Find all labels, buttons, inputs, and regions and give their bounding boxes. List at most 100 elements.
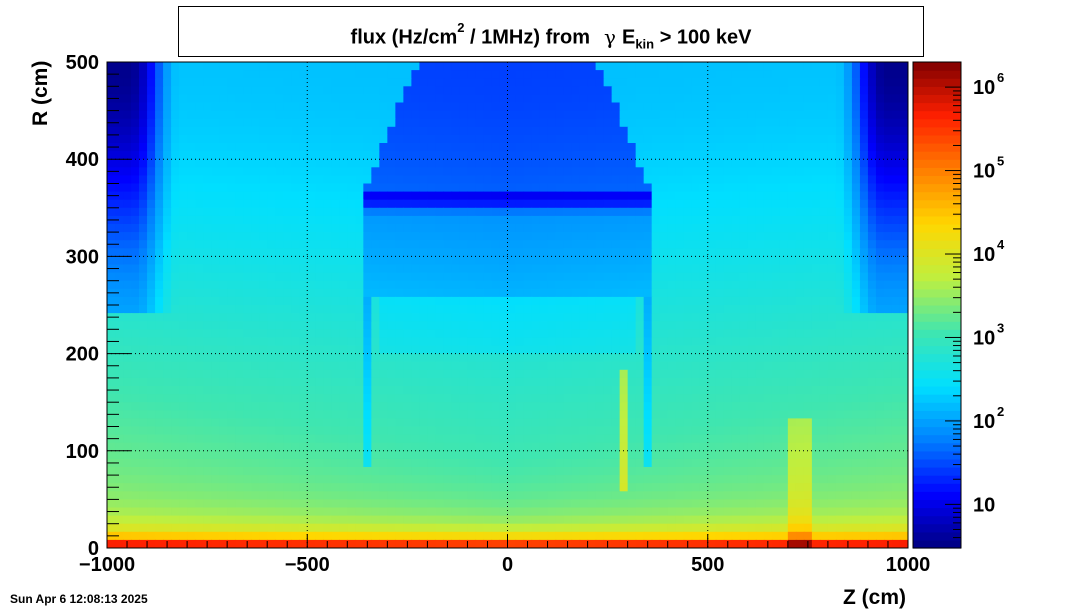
heatmap-cell [155,240,164,249]
heatmap-cell [531,321,541,330]
heatmap-cell [515,215,525,225]
heatmap-cell [419,151,428,160]
heatmap-cell [347,240,356,249]
heatmap-cell [627,175,637,185]
heatmap-cell [235,369,244,379]
heatmap-cell [283,321,292,330]
heatmap-cell [739,159,749,168]
heatmap-cell [571,240,581,249]
heatmap-cell [171,199,180,209]
heatmap-cell [291,305,300,314]
heatmap-cell [235,248,244,257]
heatmap-cell [363,256,372,266]
heatmap-cell [811,70,821,79]
heatmap-cell [203,207,212,217]
heatmap-cell [187,151,196,160]
heatmap-cell [555,232,565,241]
heatmap-cell [739,418,749,428]
heatmap-cell [707,450,717,460]
heatmap-cell [867,305,877,314]
heatmap-cell [523,458,533,468]
heatmap-cell [891,280,901,290]
heatmap-cell [395,377,404,387]
heatmap-cell [267,199,276,209]
heatmap-cell [547,215,557,225]
heatmap-cell [803,240,813,249]
heatmap-cell [163,386,172,395]
heatmap-cell [339,86,348,95]
heatmap-cell [259,288,268,298]
heatmap-cell [867,118,877,128]
heatmap-cell [523,377,533,387]
heatmap-cell [275,450,284,460]
heatmap-cell [115,345,124,355]
heatmap-cell [267,434,276,444]
heatmap-cell [275,305,284,314]
heatmap-cell [755,191,765,201]
heatmap-cell [259,434,268,444]
heatmap-cell [891,207,901,217]
heatmap-cell [619,369,629,379]
heatmap-cell [659,402,669,411]
heatmap-cell [739,410,749,419]
heatmap-cell [571,134,581,144]
heatmap-cell [371,159,380,168]
heatmap-cell [787,110,797,120]
heatmap-cell [403,78,412,87]
heatmap-cell [851,224,861,233]
heatmap-cell [219,240,228,249]
heatmap-cell [147,337,156,347]
heatmap-cell [139,256,148,266]
heatmap-cell [515,78,525,87]
heatmap-cell [355,345,364,355]
heatmap-cell [211,402,220,411]
heatmap-cell [891,288,901,298]
heatmap-cell [859,288,869,298]
heatmap-cell [483,280,493,290]
heatmap-cell [699,394,709,403]
heatmap-cell [659,313,669,322]
heatmap-cell [235,126,244,136]
heatmap-cell [331,345,340,355]
heatmap-cell [747,434,757,444]
heatmap-cell [811,167,821,176]
heatmap-cell [131,110,140,120]
heatmap-cell [763,232,773,241]
heatmap-cell [715,126,725,136]
heatmap-cell [563,272,573,282]
heatmap-cell [163,345,172,355]
heatmap-cell [515,207,525,217]
heatmap-cell [291,167,300,176]
heatmap-cell [899,345,908,355]
heatmap-cell [795,78,805,87]
heatmap-cell [363,386,372,395]
heatmap-cell [115,224,124,233]
heatmap-cell [459,183,469,193]
heatmap-cell [107,248,116,257]
heatmap-cell [803,86,813,95]
heatmap-cell [587,183,597,193]
heatmap-cell [435,410,445,419]
heatmap-cell [107,296,116,306]
heatmap-cell [435,256,445,266]
heatmap-cell [851,394,861,403]
heatmap-cell [155,207,164,217]
heatmap-cell [603,313,613,322]
heatmap-cell [787,70,797,79]
heatmap-cell [275,386,284,395]
heatmap-cell [779,159,789,168]
heatmap-cell [387,321,396,330]
heatmap-cell [643,248,653,257]
heatmap-cell [707,337,717,347]
heatmap-cell [131,402,140,411]
heatmap-cell [747,296,757,306]
heatmap-cell [435,272,445,282]
heatmap-cell [235,296,244,306]
heatmap-cell [195,62,204,71]
heatmap-cell [635,232,645,241]
heatmap-cell [579,207,589,217]
heatmap-cell [387,175,396,185]
heatmap-cell [131,353,140,363]
heatmap-cell [827,78,837,87]
